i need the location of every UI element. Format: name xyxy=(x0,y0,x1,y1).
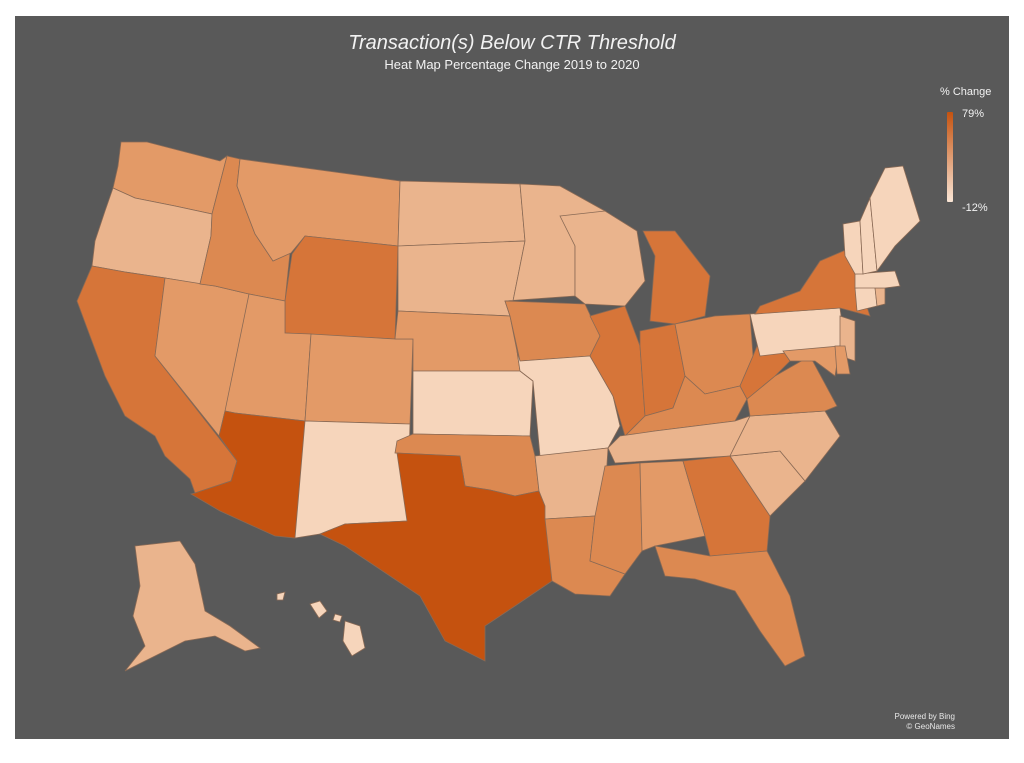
state-mi[interactable] xyxy=(642,230,711,325)
state-vt[interactable] xyxy=(842,220,864,275)
state-ct[interactable] xyxy=(854,285,878,312)
legend-min-label: -12% xyxy=(962,202,988,214)
state-ks[interactable] xyxy=(412,370,534,437)
map-credits: Powered by Bing © GeoNames xyxy=(895,712,955,732)
map-subtitle: Heat Map Percentage Change 2019 to 2020 xyxy=(384,57,640,72)
state-ma[interactable] xyxy=(854,270,901,289)
state-az[interactable] xyxy=(189,410,306,539)
map-panel: Transaction(s) Below CTR Threshold Heat … xyxy=(15,16,1009,739)
state-ne[interactable] xyxy=(394,310,521,372)
state-fl[interactable] xyxy=(654,545,806,667)
geonames-text: © GeoNames xyxy=(906,722,955,731)
us-heat-map xyxy=(76,141,921,672)
state-ri[interactable] xyxy=(874,287,886,307)
state-de[interactable] xyxy=(834,345,851,375)
powered-by-text: Powered by Bing xyxy=(894,712,955,721)
legend-title: % Change xyxy=(940,86,992,98)
state-hi[interactable] xyxy=(276,591,366,657)
state-co[interactable] xyxy=(304,333,414,425)
map-title: Transaction(s) Below CTR Threshold xyxy=(348,32,676,54)
state-al[interactable] xyxy=(639,460,706,552)
state-nm[interactable] xyxy=(294,420,411,539)
legend-gradient-bar xyxy=(947,112,953,202)
state-nd[interactable] xyxy=(397,180,526,247)
state-ak[interactable] xyxy=(124,540,261,672)
state-ia[interactable] xyxy=(504,300,601,362)
state-wy[interactable] xyxy=(284,235,399,340)
state-tx[interactable] xyxy=(319,452,553,662)
state-md[interactable] xyxy=(782,345,841,377)
state-me[interactable] xyxy=(869,165,921,273)
legend-max-label: 79% xyxy=(962,108,985,120)
